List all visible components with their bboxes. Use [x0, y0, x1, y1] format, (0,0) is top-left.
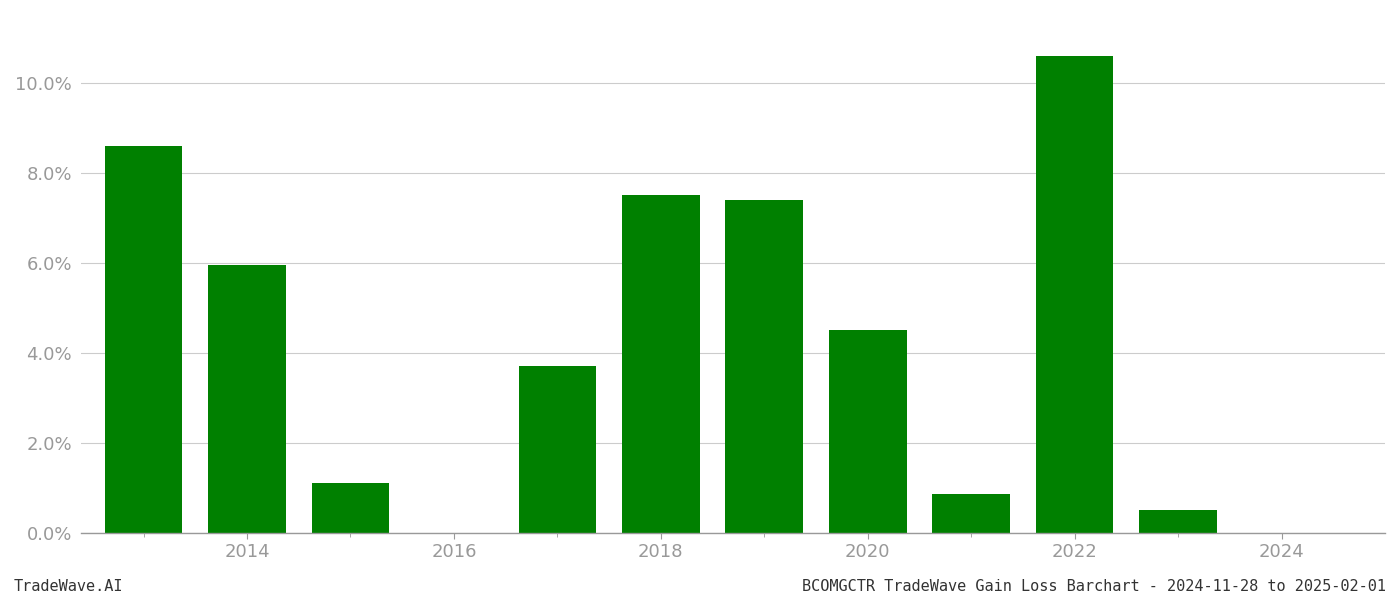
Bar [105, 146, 182, 533]
Bar [725, 200, 804, 533]
Bar [1140, 510, 1217, 533]
Bar [312, 483, 389, 533]
Bar [1036, 56, 1113, 533]
Bar [829, 330, 907, 533]
Text: TradeWave.AI: TradeWave.AI [14, 579, 123, 594]
Bar [932, 494, 1009, 533]
Bar [622, 195, 700, 533]
Bar [518, 366, 596, 533]
Bar [209, 265, 286, 533]
Text: BCOMGCTR TradeWave Gain Loss Barchart - 2024-11-28 to 2025-02-01: BCOMGCTR TradeWave Gain Loss Barchart - … [802, 579, 1386, 594]
